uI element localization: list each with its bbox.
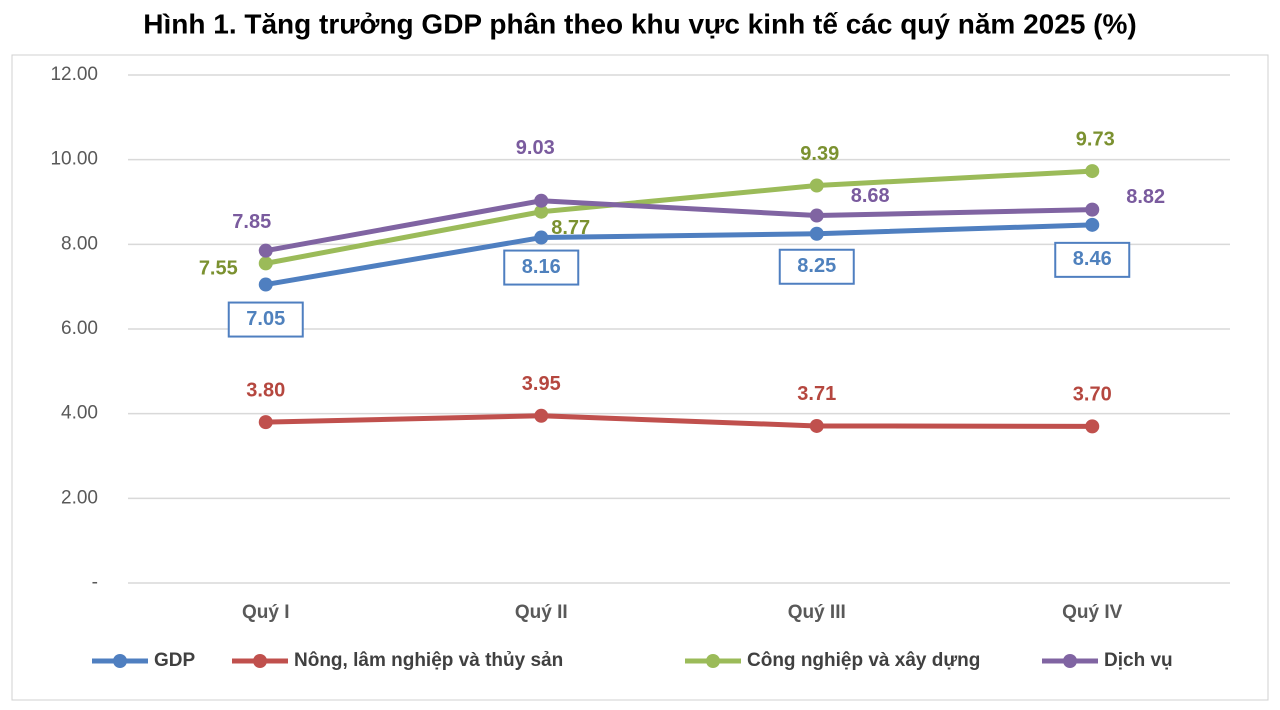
legend-marker: [113, 654, 127, 668]
y-tick-label: 2.00: [61, 487, 98, 508]
data-point: [534, 193, 549, 208]
series-line: [265, 413, 1093, 429]
value-label: 8.82: [1126, 186, 1165, 208]
data-point: [258, 415, 273, 430]
value-label: 3.95: [522, 373, 561, 395]
legend-marker: [253, 654, 267, 668]
value-label: 8.68: [851, 185, 890, 207]
value-label: 3.80: [246, 379, 285, 401]
label-box: [227, 301, 304, 338]
value-label: 7.05: [246, 308, 285, 330]
series-line: [265, 168, 1093, 266]
legend-label: Công nghiệp và xây dựng: [747, 650, 980, 671]
y-tick-label: 12.00: [50, 64, 98, 85]
data-point: [258, 243, 273, 258]
chart-frame: [11, 54, 1269, 701]
data-point: [258, 256, 273, 271]
label-box: [503, 249, 580, 286]
data-point: [1085, 164, 1100, 179]
chart-title: Hình 1. Tăng trưởng GDP phân theo khu vự…: [143, 8, 1136, 39]
x-tick-label: Quý IV: [1062, 602, 1123, 623]
label-box: [778, 248, 855, 285]
x-tick-label: Quý II: [515, 602, 568, 623]
value-label: 8.77: [551, 217, 590, 239]
legend-label: Nông, lâm nghiệp và thủy sản: [294, 650, 563, 671]
legend-marker: [1063, 654, 1077, 668]
data-point: [1085, 202, 1100, 217]
y-tick-label: 6.00: [61, 318, 98, 339]
data-point: [258, 277, 273, 292]
value-label: 9.39: [800, 143, 839, 165]
value-label: 9.73: [1076, 128, 1115, 150]
data-point: [1085, 419, 1100, 434]
legend-label: GDP: [154, 650, 196, 671]
value-label: 3.71: [797, 383, 836, 405]
value-label: 8.25: [797, 255, 836, 277]
y-tick-label: 10.00: [50, 149, 98, 170]
y-tick-label: -: [92, 572, 98, 593]
data-point: [534, 230, 549, 245]
data-point: [534, 408, 549, 423]
data-point: [1085, 217, 1100, 232]
value-label: 8.16: [522, 256, 561, 278]
value-label: 9.03: [516, 137, 555, 159]
x-tick-label: Quý III: [788, 602, 846, 623]
y-tick-label: 4.00: [61, 403, 98, 424]
value-label: 3.70: [1073, 384, 1112, 406]
value-label: 7.55: [199, 258, 238, 280]
label-box: [1054, 241, 1131, 278]
data-point: [809, 226, 824, 241]
legend-marker: [706, 654, 720, 668]
value-label: 8.46: [1073, 248, 1112, 270]
data-point: [809, 208, 824, 223]
data-point: [809, 418, 824, 433]
series-line: [265, 198, 1093, 254]
x-tick-label: Quý I: [242, 602, 290, 623]
value-label: 7.85: [232, 211, 271, 233]
data-point: [809, 178, 824, 193]
data-point: [534, 204, 549, 219]
series-line: [265, 222, 1093, 288]
legend-label: Dịch vụ: [1104, 650, 1173, 671]
y-tick-label: 8.00: [61, 233, 98, 254]
